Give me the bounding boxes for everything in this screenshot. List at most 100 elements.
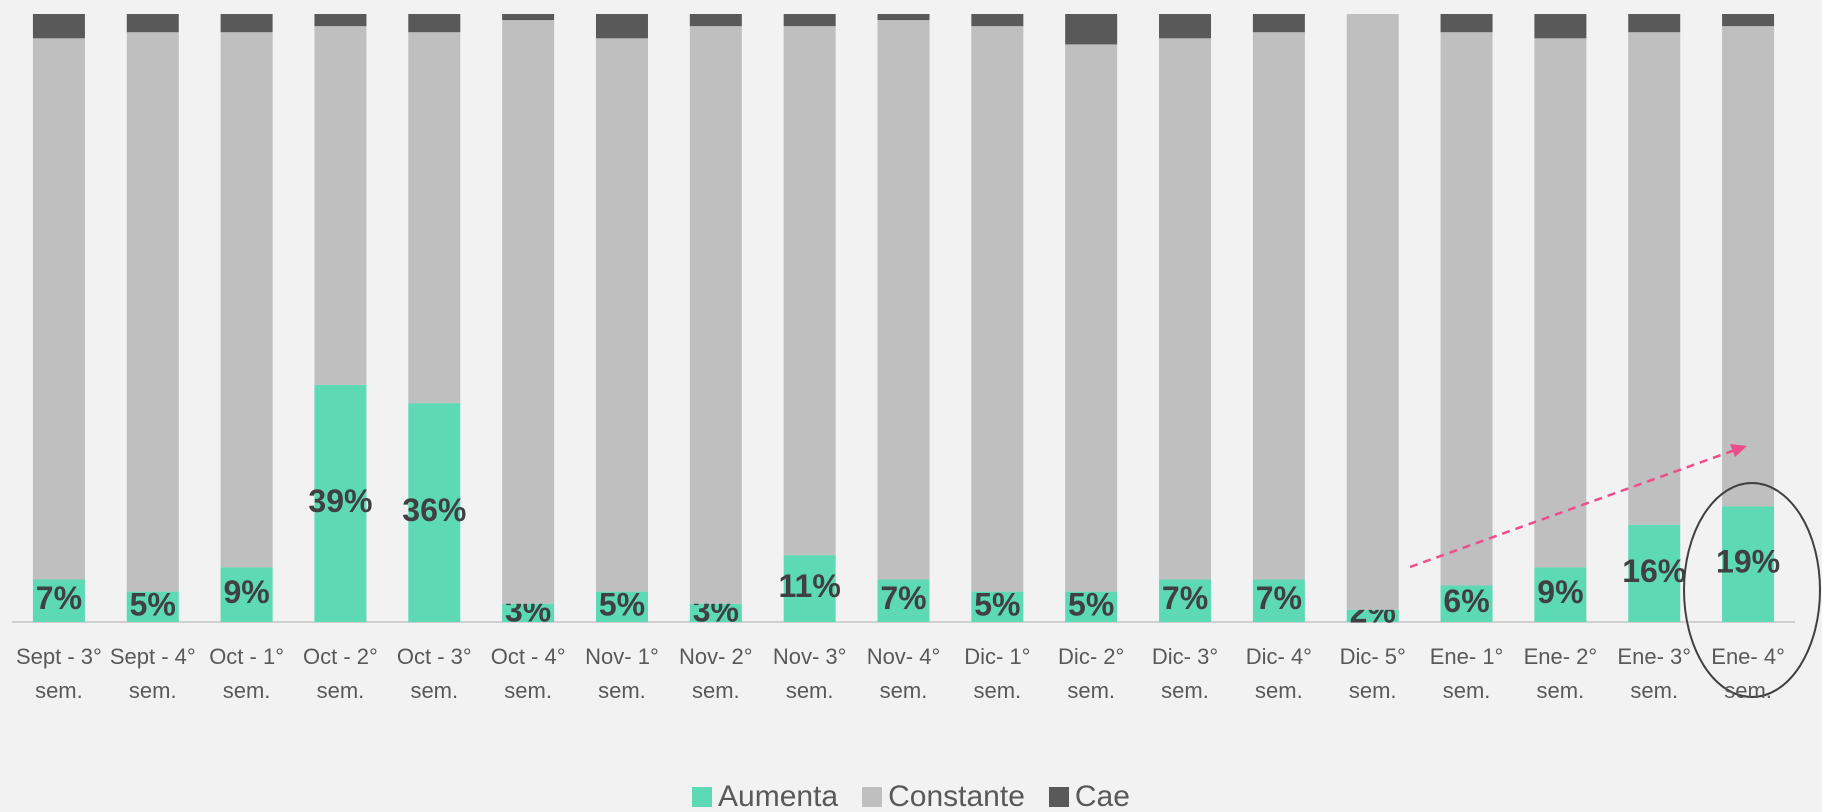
data-label: 36% (402, 492, 466, 528)
bar-segment (877, 14, 930, 21)
legend-item: Constante (862, 780, 1025, 812)
bar-segment (1628, 14, 1681, 33)
trend-arrow (1409, 448, 1736, 569)
bar-segment (971, 591, 1024, 622)
legend-label: Cae (1074, 780, 1130, 812)
legend-item: Aumenta (692, 780, 838, 812)
bar-segment (502, 14, 555, 21)
data-label: 19% (1716, 544, 1780, 580)
bar-segment (1534, 567, 1587, 622)
bar-segment (314, 384, 367, 622)
bar-segment (689, 603, 742, 622)
bar-segment (1440, 14, 1493, 33)
bar-segment (595, 14, 648, 39)
legend-swatch (862, 787, 883, 807)
x-tick-label: Dic- 4° sem. (1245, 644, 1312, 703)
bar-segment (971, 14, 1024, 27)
bar-segment (1628, 524, 1681, 622)
x-tick-label: Ene- 3° sem. (1617, 644, 1692, 703)
data-label: 5% (599, 586, 645, 622)
bar-segment (689, 26, 742, 604)
bar-segment (1722, 506, 1775, 622)
x-tick-label: Ene- 1° sem. (1429, 644, 1504, 703)
data-label: 5% (1068, 586, 1114, 622)
x-tick-label: Dic- 1° sem. (964, 644, 1031, 703)
x-tick-label: Oct - 2° sem. (303, 644, 378, 703)
bar-segment (220, 14, 273, 33)
x-tick-label: Sept - 4° sem. (109, 644, 196, 703)
legend-label: Aumenta (718, 780, 839, 812)
data-label: 7% (36, 580, 82, 616)
bar-segment (1065, 44, 1118, 592)
bar-segment (220, 567, 273, 622)
bar-segment (783, 26, 836, 556)
bar-segment (1628, 32, 1681, 525)
x-tick-label: Oct - 4° sem. (490, 644, 566, 703)
x-tick-label: Ene- 2° sem. (1523, 644, 1598, 703)
data-label: 11% (779, 568, 841, 604)
bar-segment (126, 32, 179, 592)
bar-segment (408, 403, 461, 622)
bar-segment (689, 14, 742, 27)
x-tick-label: Nov- 1° sem. (585, 644, 659, 703)
bar-segment (1159, 14, 1212, 39)
bar-segment (783, 14, 836, 27)
x-tick-label: Ene- 4° sem. (1711, 644, 1785, 703)
bar-segment (32, 14, 85, 39)
bar-segment (1534, 38, 1587, 568)
bar-segment (1159, 38, 1212, 580)
bar-segment (502, 603, 555, 622)
bar-segment (220, 32, 273, 568)
data-label: 9% (1537, 574, 1583, 610)
bar-segment (595, 38, 648, 592)
bar-segment (1440, 32, 1493, 586)
bar-segment (783, 555, 836, 622)
x-tick-label: Oct - 3° sem. (396, 644, 472, 703)
data-label: 7% (1256, 580, 1302, 616)
bar-segment (1065, 591, 1118, 622)
data-label: 6% (1443, 583, 1489, 619)
x-tick-label: Dic- 5° sem. (1339, 644, 1406, 703)
bar-segment (314, 26, 367, 385)
bar-segment (1252, 14, 1305, 33)
legend-swatch (692, 787, 713, 807)
data-label: 39% (308, 483, 372, 519)
bar-segment (1065, 14, 1118, 45)
data-label: 16% (1622, 553, 1686, 589)
bar-segment (408, 14, 461, 33)
x-tick-label: Oct - 1° sem. (209, 644, 284, 703)
bar-segment (314, 14, 367, 27)
bar-segment (1252, 579, 1305, 622)
bar-segment (1440, 585, 1493, 622)
legend: Aumenta Constante Cae (0, 780, 1822, 812)
x-tick-label: Dic- 2° sem. (1058, 644, 1125, 703)
bar-segment (877, 579, 930, 622)
x-tick-label: Nov- 3° sem. (772, 644, 847, 703)
bar-segment (32, 579, 85, 622)
bar-segment (502, 20, 555, 604)
x-tick-label: Nov- 2° sem. (679, 644, 753, 703)
data-label: 5% (974, 586, 1020, 622)
bar-segment (1722, 14, 1775, 27)
bar-segment (1534, 14, 1587, 39)
bar-segment (1346, 14, 1399, 610)
data-label: 7% (1162, 580, 1208, 616)
bar-segment (408, 32, 461, 404)
data-label: 9% (223, 574, 269, 610)
bar-segment (595, 591, 648, 622)
bar-segment (126, 14, 179, 33)
legend-swatch (1048, 787, 1069, 807)
x-tick-label: Sept - 3° sem. (15, 644, 102, 703)
bar-segment (1252, 32, 1305, 580)
highlight-circle (1683, 482, 1821, 698)
bar-segment (877, 20, 930, 580)
bar-segment (126, 591, 179, 622)
bar-segment (1159, 579, 1212, 622)
x-tick-label: Nov- 4° sem. (866, 644, 941, 703)
bar-segment (1346, 609, 1399, 622)
legend-item: Cae (1048, 780, 1130, 812)
data-label: 7% (880, 580, 926, 616)
bar-segment (1722, 26, 1775, 507)
